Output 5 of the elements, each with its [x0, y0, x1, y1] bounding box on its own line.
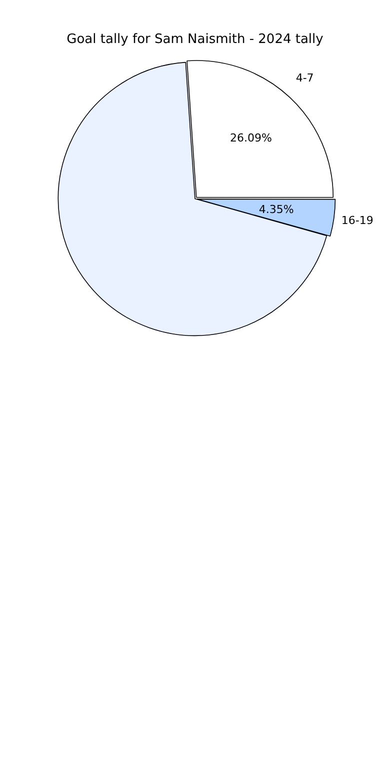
data-label: 26.09% [230, 132, 272, 145]
data-label: 4.35% [258, 202, 294, 216]
slice-label: 16-19 [341, 214, 374, 228]
chart-title: Goal tally for Sam Naismith - 2024 tally [66, 32, 324, 48]
slice-label: 4-7 [296, 71, 314, 84]
